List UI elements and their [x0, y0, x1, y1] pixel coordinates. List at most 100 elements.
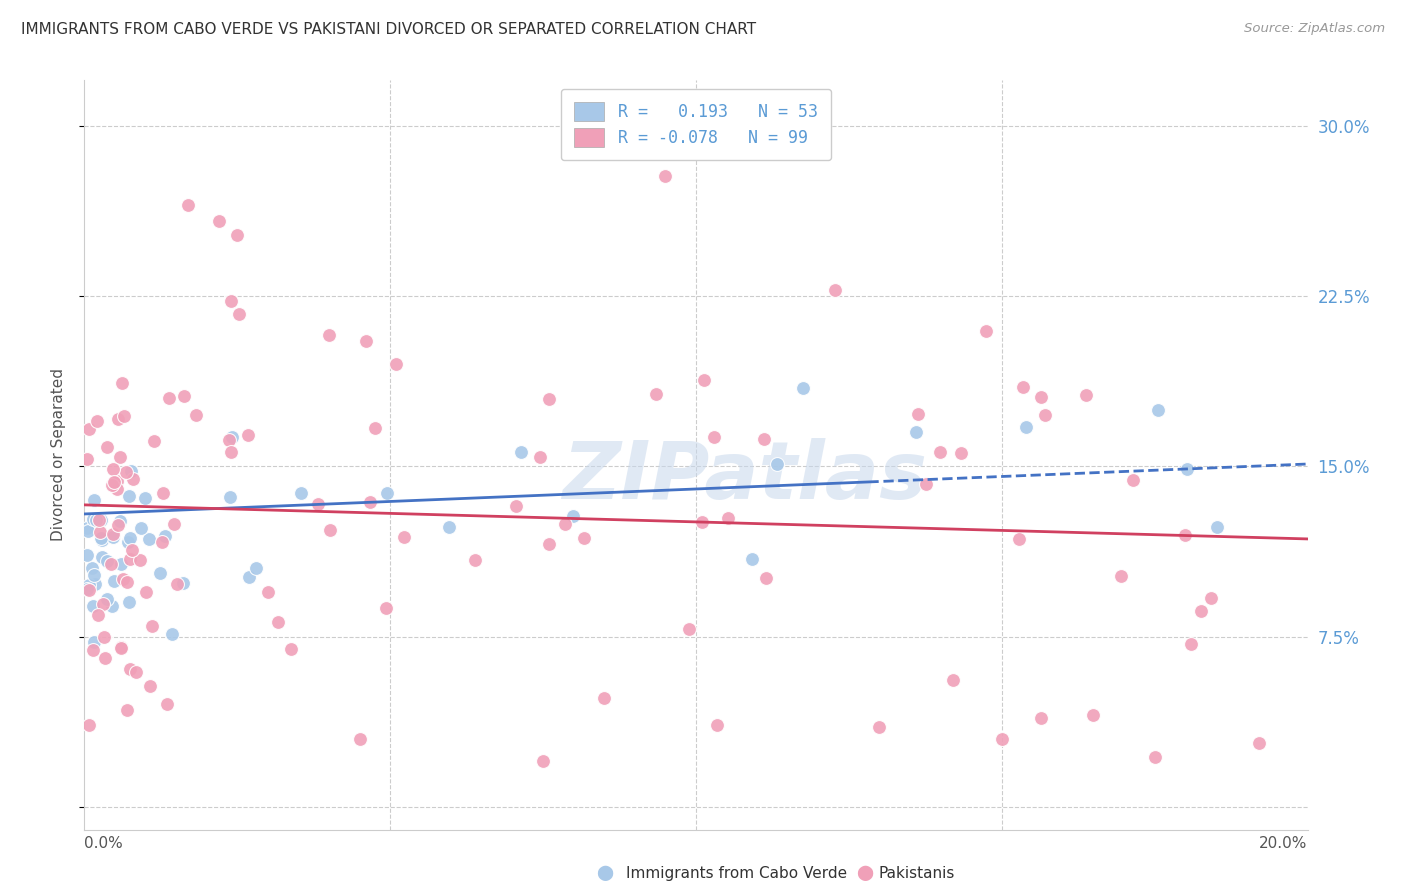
- Point: [122, 472, 145, 486]
- Point: [177, 198, 200, 212]
- Point: [238, 570, 260, 584]
- Point: [354, 334, 377, 349]
- Point: [118, 489, 141, 503]
- Point: [141, 619, 163, 633]
- Point: [792, 380, 814, 394]
- Point: [76, 452, 98, 467]
- Point: [77, 717, 100, 731]
- Point: [129, 553, 152, 567]
- Point: [93, 597, 115, 611]
- Point: [82, 512, 104, 526]
- Point: [716, 511, 738, 525]
- Text: ⬤: ⬤: [596, 866, 613, 881]
- Point: [226, 227, 249, 242]
- Point: [1076, 388, 1098, 402]
- Point: [219, 293, 242, 308]
- Point: [76, 582, 98, 596]
- Point: [1031, 391, 1053, 405]
- Text: ⬤: ⬤: [856, 866, 873, 881]
- Point: [76, 521, 98, 535]
- Point: [1011, 380, 1033, 394]
- Point: [593, 690, 616, 705]
- Point: [385, 357, 408, 371]
- Point: [77, 582, 100, 597]
- Point: [120, 531, 142, 545]
- Point: [105, 474, 128, 488]
- Point: [134, 491, 156, 506]
- Point: [755, 571, 778, 585]
- Point: [703, 429, 725, 443]
- Point: [110, 641, 132, 656]
- Point: [905, 425, 928, 439]
- Point: [561, 508, 583, 523]
- Text: Source: ZipAtlas.com: Source: ZipAtlas.com: [1244, 22, 1385, 36]
- Point: [87, 607, 110, 622]
- Point: [114, 465, 136, 479]
- Point: [155, 529, 177, 543]
- Point: [1008, 533, 1031, 547]
- Point: [572, 532, 595, 546]
- Point: [221, 445, 243, 459]
- Point: [907, 407, 929, 421]
- Point: [942, 673, 965, 688]
- Point: [108, 514, 131, 528]
- Point: [115, 703, 138, 717]
- Point: [537, 537, 560, 551]
- Text: 20.0%: 20.0%: [1260, 837, 1308, 851]
- Point: [84, 577, 107, 591]
- Point: [156, 698, 179, 712]
- Point: [505, 500, 527, 514]
- Point: [693, 372, 716, 386]
- Point: [245, 561, 267, 575]
- Point: [754, 432, 776, 446]
- Text: Immigrants from Cabo Verde: Immigrants from Cabo Verde: [626, 866, 846, 881]
- Point: [1247, 736, 1270, 750]
- Point: [172, 576, 194, 591]
- Point: [1205, 520, 1227, 534]
- Point: [83, 568, 105, 582]
- Point: [375, 485, 398, 500]
- Point: [928, 445, 950, 459]
- Point: [111, 376, 134, 390]
- Point: [741, 552, 763, 566]
- Point: [765, 457, 787, 471]
- Point: [115, 575, 138, 590]
- Point: [84, 513, 107, 527]
- Point: [76, 548, 98, 562]
- Point: [1015, 420, 1038, 434]
- Point: [83, 634, 105, 648]
- Point: [950, 445, 973, 459]
- Point: [103, 475, 125, 489]
- Text: ZIPatlas: ZIPatlas: [562, 438, 928, 516]
- Point: [267, 615, 290, 629]
- Point: [1180, 637, 1202, 651]
- Point: [89, 524, 111, 539]
- Point: [149, 566, 172, 581]
- Y-axis label: Divorced or Separated: Divorced or Separated: [51, 368, 66, 541]
- Point: [105, 482, 128, 496]
- Point: [824, 283, 846, 297]
- Point: [150, 534, 173, 549]
- Point: [1191, 604, 1213, 618]
- Point: [184, 408, 207, 422]
- Point: [135, 584, 157, 599]
- Point: [138, 532, 160, 546]
- Point: [90, 531, 112, 545]
- Point: [374, 600, 396, 615]
- Point: [86, 414, 108, 428]
- Point: [79, 578, 101, 592]
- Point: [120, 465, 142, 479]
- Point: [129, 520, 152, 534]
- Point: [645, 386, 668, 401]
- Point: [1122, 473, 1144, 487]
- Point: [80, 561, 103, 575]
- Point: [654, 169, 676, 183]
- Point: [139, 679, 162, 693]
- Point: [157, 391, 180, 405]
- Point: [160, 626, 183, 640]
- Point: [76, 524, 98, 538]
- Text: 0.0%: 0.0%: [84, 837, 124, 851]
- Point: [163, 516, 186, 531]
- Point: [1029, 711, 1052, 725]
- Point: [82, 599, 104, 614]
